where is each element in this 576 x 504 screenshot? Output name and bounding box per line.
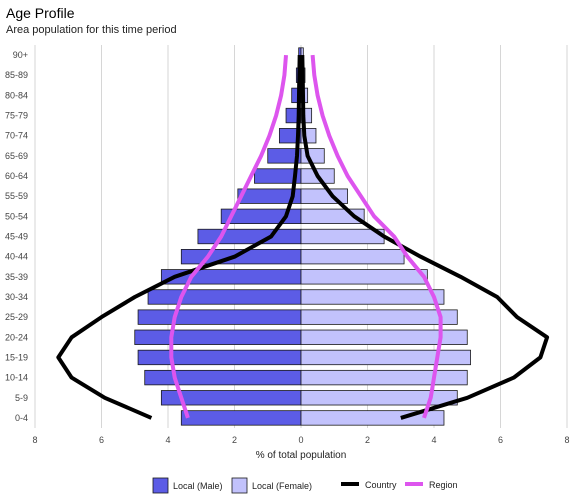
bar-female	[300, 107, 313, 124]
y-tick-label: 25-29	[5, 312, 28, 322]
x-tick-label: 8	[32, 435, 37, 445]
y-tick-label: 80-84	[5, 90, 28, 100]
y-tick-label: 85-89	[5, 70, 28, 80]
y-tick-label: 55-59	[5, 191, 28, 201]
chart-subtitle: Area population for this time period	[6, 24, 177, 36]
legend-label: Country	[365, 480, 397, 490]
y-tick-label: 30-34	[5, 292, 28, 302]
x-axis-label: % of total population	[256, 450, 347, 461]
y-tick-label: 40-44	[5, 252, 28, 262]
x-tick-label: 6	[498, 435, 503, 445]
y-tick-label: 50-54	[5, 211, 28, 221]
y-tick-label: 75-79	[5, 111, 28, 121]
region-line-left	[169, 54, 288, 419]
y-tick-label: 65-69	[5, 151, 28, 161]
y-tick-label: 15-19	[5, 352, 28, 362]
country-line-left	[56, 55, 302, 420]
legend-item-local-female-: Local (Female)	[231, 477, 312, 494]
bar-female	[300, 390, 458, 406]
y-tick-label: 35-39	[5, 272, 28, 282]
legend: Local (Male) Local (Female) Country Region	[152, 477, 458, 494]
x-tick-labels: 8 6 4 2 0 2 4 6 8	[32, 435, 569, 445]
legend-item-region: Region	[405, 480, 458, 490]
y-tick-label: 0-4	[15, 413, 28, 423]
bars	[134, 47, 471, 426]
chart-title: Age Profile	[6, 5, 75, 21]
bar-male	[197, 228, 302, 245]
bar-female	[300, 249, 405, 265]
y-tick-label: 60-64	[5, 171, 28, 181]
bar-female	[300, 269, 428, 285]
legend-swatch	[231, 477, 248, 494]
bar-male	[134, 329, 302, 345]
bar-female	[300, 228, 385, 245]
bar-male	[137, 309, 302, 325]
legend-label: Local (Male)	[173, 481, 223, 491]
bar-female	[300, 329, 468, 345]
x-tick-label: 8	[564, 435, 569, 445]
x-tick-label: 2	[232, 435, 237, 445]
bar-female	[300, 349, 471, 366]
legend-label: Local (Female)	[252, 481, 312, 491]
x-tick-label: 0	[298, 435, 303, 445]
bar-male	[137, 349, 302, 366]
y-tick-label: 70-74	[5, 131, 28, 141]
legend-item-country: Country	[341, 480, 397, 490]
bar-female	[300, 148, 325, 164]
legend-swatch	[152, 477, 169, 494]
y-tick-labels: 0-4 5-9 10-14 15-19 20-24 25-29 30-34 35-39 40-4…	[5, 50, 28, 423]
y-tick-label: 5-9	[15, 393, 28, 403]
bar-male	[147, 289, 302, 305]
bar-male	[160, 269, 302, 285]
x-tick-label: 4	[165, 435, 170, 445]
x-tick-label: 4	[431, 435, 436, 445]
y-tick-label: 10-14	[5, 373, 28, 383]
legend-label: Region	[429, 480, 458, 490]
y-tick-label: 45-49	[5, 232, 28, 242]
bar-male	[144, 369, 302, 386]
bar-female	[300, 289, 445, 305]
bar-female	[300, 309, 458, 325]
x-tick-label: 2	[365, 435, 370, 445]
y-tick-label: 90+	[13, 50, 28, 60]
x-tick-label: 6	[99, 435, 104, 445]
bar-female	[300, 369, 468, 386]
y-tick-label: 20-24	[5, 332, 28, 342]
legend-item-local-male-: Local (Male)	[152, 477, 223, 494]
bar-male	[180, 410, 302, 426]
region-line-right	[310, 54, 443, 419]
country-line-right	[300, 55, 550, 420]
series-lines	[56, 54, 550, 420]
